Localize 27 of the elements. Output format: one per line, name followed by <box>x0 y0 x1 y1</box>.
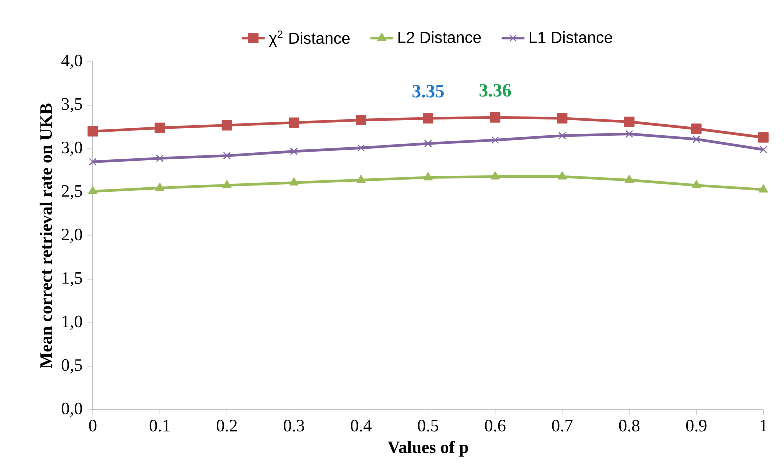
y-tick-label: 3,0 <box>62 142 82 156</box>
annotation: 3.36 <box>480 84 512 97</box>
legend-label: L2 Distance <box>398 32 482 44</box>
x-tick-label: 0.8 <box>619 420 640 432</box>
x-tick-label: 0.4 <box>351 420 372 432</box>
y-tick-label: 1,0 <box>62 316 82 330</box>
x-axis-title: Values of p <box>388 440 468 457</box>
x-tick-label: 0.1 <box>150 420 170 432</box>
y-tick-label: 0,0 <box>62 402 82 418</box>
legend-label: χ$^{2}$ Distance <box>269 30 350 48</box>
x-tick-label: 0.5 <box>418 420 438 432</box>
x-tick-label: 0.3 <box>284 420 304 432</box>
y-tick-label: 1,5 <box>62 272 82 287</box>
x-tick-label: 1 <box>760 420 767 432</box>
x-tick-label: 0.2 <box>216 420 238 432</box>
y-tick-label: 0,5 <box>62 359 82 374</box>
annotation: 3.35 <box>412 85 444 98</box>
y-tick-label: 4,0 <box>62 54 82 70</box>
x-tick-label: 0.9 <box>686 420 707 432</box>
y-tick-label: 2,0 <box>62 228 82 244</box>
x-tick-label: 0.7 <box>552 420 573 432</box>
legend-label: L1 Distance <box>530 32 612 44</box>
x-tick-label: 0 <box>89 420 97 432</box>
x-tick-label: 0.6 <box>485 420 506 432</box>
y-tick-label: 2,5 <box>62 185 82 200</box>
y-axis-title: Mean correct retrieval rate on UKB <box>40 104 52 368</box>
y-tick-label: 3,5 <box>62 98 82 113</box>
